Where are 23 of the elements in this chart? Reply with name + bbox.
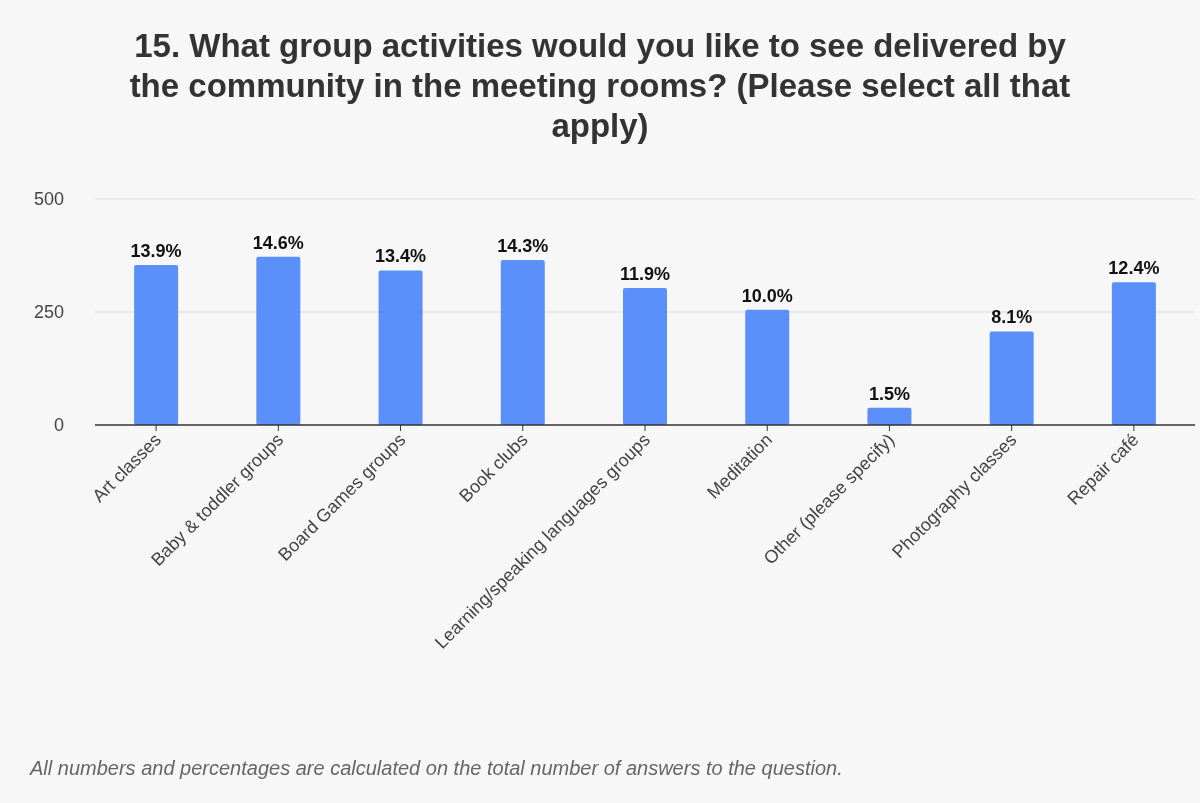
bar xyxy=(134,264,179,425)
bar xyxy=(378,270,423,425)
annotation: 14.6% xyxy=(252,232,304,253)
bar xyxy=(500,260,545,425)
bar xyxy=(745,309,790,425)
chart-title: 15. What group activities would you like to see delivered by the community in the meeting rooms? (Please select all that apply) xyxy=(129,27,1071,144)
bar xyxy=(1111,282,1156,425)
annotation: 11.9% xyxy=(619,264,671,285)
annotation: 8.1% xyxy=(991,307,1033,328)
text: All numbers and percentages are calculated on the total number of answers to the question. xyxy=(29,757,843,779)
annotation: 10.0% xyxy=(741,285,793,306)
y-tick-label: 500 xyxy=(33,189,64,210)
bar xyxy=(989,331,1034,425)
y-tick-label: 250 xyxy=(33,302,64,323)
annotation: 14.3% xyxy=(497,236,549,257)
y-tick-label: 0 xyxy=(53,415,64,436)
annotation: 12.4% xyxy=(1108,258,1160,279)
bar xyxy=(623,288,667,425)
annotation: 13.4% xyxy=(375,246,427,267)
annotation: 1.5% xyxy=(868,383,910,404)
bar xyxy=(867,407,912,425)
annotation: 13.9% xyxy=(130,240,182,261)
bar xyxy=(256,256,301,425)
